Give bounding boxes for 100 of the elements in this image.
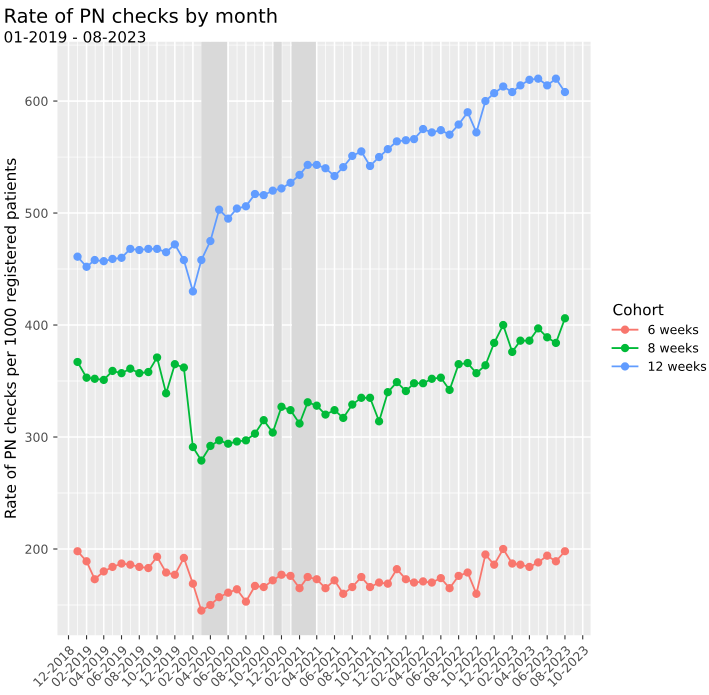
point	[286, 572, 295, 580]
point	[418, 124, 428, 134]
point	[135, 369, 144, 378]
point	[242, 202, 250, 210]
point	[374, 578, 384, 587]
point	[170, 240, 180, 249]
point	[286, 406, 295, 414]
y-tick-label: 500	[26, 208, 48, 218]
point	[525, 336, 534, 345]
point	[490, 89, 498, 98]
point	[224, 214, 232, 223]
point	[374, 417, 384, 426]
chart-subtitle: 01-2019 - 08-2023	[4, 31, 146, 43]
point	[384, 145, 392, 154]
point	[188, 442, 198, 452]
point	[214, 436, 224, 445]
point	[454, 360, 463, 368]
point	[534, 74, 542, 83]
point	[321, 410, 330, 419]
y-tick-label: 600	[25, 96, 48, 106]
point	[481, 96, 490, 106]
point	[534, 324, 542, 333]
point	[232, 585, 242, 594]
point	[250, 429, 260, 438]
point	[508, 559, 516, 568]
point	[428, 128, 436, 137]
point	[180, 554, 188, 562]
point	[162, 568, 170, 577]
point	[374, 152, 384, 162]
point	[242, 597, 250, 606]
point	[330, 406, 339, 414]
point	[260, 190, 268, 200]
chart-title: Rate of PN checks by month	[5, 8, 276, 27]
point	[436, 373, 446, 382]
point	[499, 82, 508, 91]
point	[108, 366, 117, 376]
point	[357, 147, 366, 156]
point	[428, 374, 436, 383]
point	[392, 564, 402, 574]
point	[392, 378, 402, 386]
point	[152, 353, 162, 362]
point	[560, 547, 570, 556]
point	[348, 582, 356, 592]
point	[384, 580, 392, 588]
point	[250, 582, 260, 590]
point	[410, 134, 418, 144]
point	[82, 373, 91, 382]
point	[90, 256, 99, 264]
legend-title: Cohort	[613, 304, 664, 316]
point	[73, 358, 82, 366]
point	[73, 252, 82, 261]
point	[348, 400, 356, 409]
point	[463, 568, 472, 577]
point	[277, 184, 286, 193]
point	[170, 570, 180, 579]
point	[188, 580, 198, 588]
point	[206, 442, 215, 450]
point	[277, 402, 286, 411]
point	[366, 162, 374, 170]
point	[534, 558, 542, 567]
point	[410, 379, 418, 388]
point	[402, 136, 410, 144]
point	[402, 386, 410, 396]
point	[454, 572, 463, 580]
legend-label: 6 weeks	[648, 324, 698, 334]
point	[117, 559, 126, 568]
point	[499, 544, 508, 554]
point	[330, 172, 339, 180]
point	[162, 248, 170, 256]
point	[543, 333, 552, 342]
point	[286, 178, 295, 187]
point	[543, 81, 552, 90]
point	[330, 576, 339, 585]
point	[499, 320, 508, 330]
point	[277, 570, 286, 579]
point	[384, 388, 392, 396]
point	[100, 257, 108, 266]
point	[108, 562, 117, 572]
point	[366, 582, 374, 592]
point	[232, 437, 242, 446]
point	[250, 190, 260, 198]
point	[339, 590, 348, 598]
point	[295, 170, 304, 180]
point	[100, 567, 108, 576]
point	[180, 256, 188, 264]
point	[516, 336, 525, 345]
point	[560, 88, 570, 96]
point	[73, 547, 82, 556]
point	[268, 186, 277, 195]
point	[436, 574, 446, 582]
y-axis-title: Rate of PN checks per 1000 registered patients	[4, 158, 19, 518]
point	[445, 130, 454, 139]
point	[481, 361, 490, 370]
point	[126, 364, 134, 373]
point	[454, 120, 463, 129]
point	[206, 600, 215, 610]
point	[525, 562, 534, 572]
point	[516, 81, 525, 90]
point	[357, 572, 366, 582]
point	[242, 436, 250, 445]
